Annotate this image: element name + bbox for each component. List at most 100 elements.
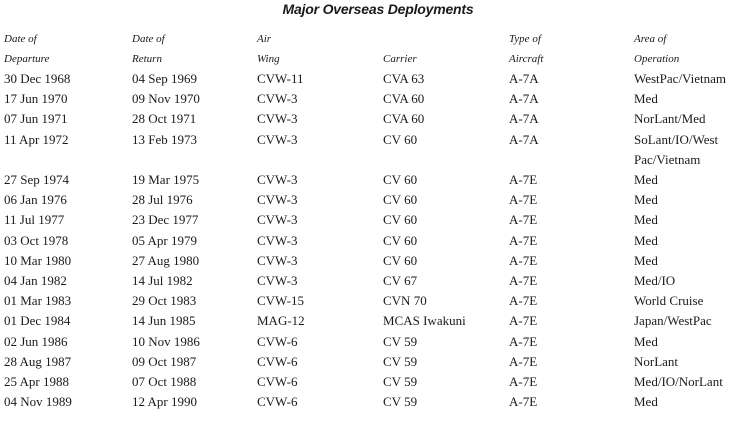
air-wing-cell: CVW-3 bbox=[257, 232, 298, 248]
area-of-operation-cell: Med/IO/NorLant bbox=[634, 374, 723, 390]
aircraft-type-cell: A-7E bbox=[509, 252, 538, 268]
area-of-operation-cell: Japan/WestPac bbox=[634, 313, 712, 329]
departure-date-cell: 10 Mar 1980 bbox=[4, 252, 72, 268]
return-date-cell: 07 Oct 1988 bbox=[132, 374, 197, 390]
air-wing-cell: CVW-6 bbox=[257, 353, 298, 369]
return-date-cell: 28 Jul 1976 bbox=[132, 192, 193, 208]
table-row: 06 Jan 1976 28 Jul 1976 CVW-3 CV 60 A-7E Med bbox=[0, 190, 756, 210]
return-date-cell: 05 Apr 1979 bbox=[132, 232, 197, 248]
carrier-cell: CV 59 bbox=[383, 333, 418, 349]
return-date-cell: 14 Jul 1982 bbox=[132, 273, 193, 289]
table-row: 01 Dec 1984 14 Jun 1985 MAG-12 MCAS Iwakuni… bbox=[0, 311, 756, 331]
area-of-operation-cell: Med/IO bbox=[634, 273, 676, 289]
table-row: 07 Jun 1971 28 Oct 1971 CVW-3 CVA 60 A-7A Nor… bbox=[0, 109, 756, 129]
table-row: 11 Apr 1972 13 Feb 1973 CVW-3 CV 60 A-7A SoLa… bbox=[0, 130, 756, 170]
aircraft-type-cell: A-7E bbox=[509, 374, 538, 390]
aircraft-type-cell: A-7E bbox=[509, 212, 538, 228]
aircraft-type-cell: A-7E bbox=[509, 172, 538, 188]
aircraft-type-cell: A-7E bbox=[509, 394, 538, 410]
area-of-operation-cell: WestPac/Vietnam bbox=[634, 71, 727, 86]
return-date-cell: 28 Oct 1971 bbox=[132, 111, 197, 127]
return-date-cell: 27 Aug 1980 bbox=[132, 252, 200, 268]
table-row: 04 Jan 1982 14 Jul 1982 CVW-3 CV 67 A-7E Med/… bbox=[0, 271, 756, 291]
aircraft-type-cell: A-7A bbox=[509, 91, 539, 107]
departure-date-cell: 17 Jun 1970 bbox=[4, 91, 68, 107]
return-date-cell: 10 Nov 1986 bbox=[132, 333, 200, 349]
area-of-operation-cell: Med bbox=[634, 212, 658, 228]
header-departure-line2: Departure bbox=[4, 53, 50, 65]
return-date-cell: 09 Nov 1970 bbox=[132, 91, 200, 107]
header-airwing-line2: Wing bbox=[257, 53, 280, 65]
header-row-top: Date of Date of Air Type of Area of bbox=[0, 29, 756, 49]
aircraft-type-cell: A-7E bbox=[509, 192, 538, 208]
area-of-operation-cell: World Cruise bbox=[634, 293, 704, 309]
aircraft-type-cell: A-7E bbox=[509, 273, 538, 289]
departure-date-cell: 02 Jun 1986 bbox=[4, 333, 68, 349]
departure-date-cell: 01 Dec 1984 bbox=[4, 313, 71, 329]
air-wing-cell: MAG-12 bbox=[257, 313, 305, 329]
table-row: 28 Aug 1987 09 Oct 1987 CVW-6 CV 59 A-7E NorL… bbox=[0, 352, 756, 372]
departure-date-cell: 04 Nov 1989 bbox=[4, 394, 72, 410]
departure-date-cell: 11 Apr 1972 bbox=[4, 131, 69, 147]
carrier-cell: CVA 60 bbox=[383, 111, 425, 127]
deployments-table: Date of Date of Air Type of Area of Depa… bbox=[0, 29, 756, 412]
table-row: 27 Sep 1974 19 Mar 1975 CVW-3 CV 60 A-7E Med bbox=[0, 170, 756, 190]
page-title: Major Overseas Deployments bbox=[282, 1, 474, 17]
air-wing-cell: CVW-3 bbox=[257, 91, 298, 107]
area-of-operation-cell: Med bbox=[634, 172, 658, 188]
departure-date-cell: 01 Mar 1983 bbox=[4, 293, 72, 309]
table-row: 02 Jun 1986 10 Nov 1986 CVW-6 CV 59 A-7E Med bbox=[0, 332, 756, 352]
carrier-cell: CV 59 bbox=[383, 353, 418, 369]
area-of-operation-cell: Med bbox=[634, 394, 658, 410]
table-row: 04 Nov 1989 12 Apr 1990 CVW-6 CV 59 A-7E Med bbox=[0, 392, 756, 412]
carrier-cell: CV 60 bbox=[383, 192, 418, 208]
air-wing-cell: CVW-15 bbox=[257, 293, 304, 309]
area-of-operation-cell: Med bbox=[634, 252, 658, 268]
return-date-cell: 14 Jun 1985 bbox=[132, 313, 196, 329]
return-date-cell: 29 Oct 1983 bbox=[132, 293, 197, 309]
carrier-cell: CV 60 bbox=[383, 232, 418, 248]
table-row: 30 Dec 1968 04 Sep 1969 CVW-11 CVA 63 A-7A We… bbox=[0, 69, 756, 89]
return-date-cell: 19 Mar 1975 bbox=[132, 172, 200, 188]
aircraft-type-cell: A-7A bbox=[509, 131, 539, 147]
carrier-cell: CVA 60 bbox=[383, 91, 425, 107]
carrier-cell: CV 67 bbox=[383, 273, 418, 289]
header-carrier-line2: Carrier bbox=[383, 53, 417, 65]
table-row: 03 Oct 1978 05 Apr 1979 CVW-3 CV 60 A-7E Med bbox=[0, 231, 756, 251]
table-row: 11 Jul 1977 23 Dec 1977 CVW-3 CV 60 A-7E Med bbox=[0, 210, 756, 230]
departure-date-cell: 28 Aug 1987 bbox=[4, 353, 72, 369]
aircraft-type-cell: A-7E bbox=[509, 293, 538, 309]
header-operation-line2: Operation bbox=[634, 53, 680, 65]
aircraft-type-cell: A-7E bbox=[509, 313, 538, 329]
air-wing-cell: CVW-3 bbox=[257, 212, 298, 228]
carrier-cell: CV 59 bbox=[383, 394, 418, 410]
departure-date-cell: 06 Jan 1976 bbox=[4, 192, 67, 208]
departure-date-cell: 25 Apr 1988 bbox=[4, 374, 69, 390]
header-row-bottom: Departure Return Wing Carrier Aircraft O… bbox=[0, 49, 756, 69]
header-return-line1: Date of bbox=[132, 33, 165, 45]
header-operation-line1: Area of bbox=[634, 33, 667, 45]
aircraft-type-cell: A-7E bbox=[509, 353, 538, 369]
carrier-cell: CV 60 bbox=[383, 252, 418, 268]
air-wing-cell: CVW-3 bbox=[257, 172, 298, 188]
table-row: 25 Apr 1988 07 Oct 1988 CVW-6 CV 59 A-7E Med/… bbox=[0, 372, 756, 392]
header-aircraft-line2: Aircraft bbox=[509, 53, 544, 65]
aircraft-type-cell: A-7A bbox=[509, 111, 539, 127]
area-of-operation-cell: NorLant bbox=[634, 353, 679, 369]
return-date-cell: 13 Feb 1973 bbox=[132, 131, 197, 147]
air-wing-cell: CVW-6 bbox=[257, 394, 298, 410]
area-of-operation-cell: NorLant/Med bbox=[634, 111, 706, 127]
departure-date-cell: 07 Jun 1971 bbox=[4, 111, 68, 127]
aircraft-type-cell: A-7E bbox=[509, 333, 538, 349]
aircraft-type-cell: A-7A bbox=[509, 71, 539, 86]
return-date-cell: 04 Sep 1969 bbox=[132, 71, 197, 86]
departure-date-cell: 03 Oct 1978 bbox=[4, 232, 69, 248]
air-wing-cell: CVW-11 bbox=[257, 71, 304, 86]
air-wing-cell: CVW-6 bbox=[257, 333, 298, 349]
area-of-operation-cell: Med bbox=[634, 333, 658, 349]
carrier-cell: CV 60 bbox=[383, 212, 418, 228]
header-airwing-line1: Air bbox=[257, 33, 272, 45]
air-wing-cell: CVW-3 bbox=[257, 111, 298, 127]
table-row: 10 Mar 1980 27 Aug 1980 CVW-3 CV 60 A-7E Med bbox=[0, 251, 756, 271]
header-aircraft-line1: Type of bbox=[509, 33, 541, 45]
